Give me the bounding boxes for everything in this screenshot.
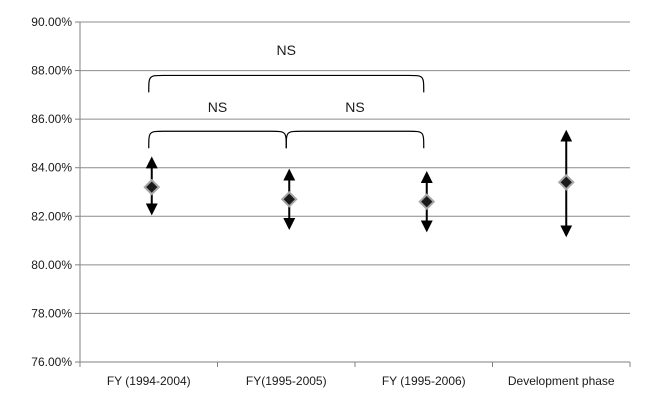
gridlines bbox=[80, 21, 630, 314]
data-point-marker bbox=[280, 190, 298, 208]
significance-bracket bbox=[148, 130, 287, 149]
y-axis-tick-labels: 76.00% 78.00% 80.00% 82.00% 84.00% 86.00% 88.0… bbox=[31, 15, 72, 369]
y-tick-label: 90.00% bbox=[31, 15, 72, 29]
x-axis-tick-labels: FY (1994-2004) FY(1995-2005) FY (1995-2006… bbox=[107, 374, 615, 388]
y-tick-label: 84.00% bbox=[31, 161, 72, 175]
significance-label: NS bbox=[208, 99, 227, 115]
y-tick-label: 78.00% bbox=[31, 306, 72, 320]
significance-label: NS bbox=[277, 42, 296, 58]
data-point-marker bbox=[143, 178, 161, 196]
significance-annotations: NS NS NS bbox=[148, 42, 425, 149]
significance-bracket bbox=[148, 74, 425, 93]
y-tick-label: 88.00% bbox=[31, 64, 72, 78]
x-tick-label: Development phase bbox=[508, 374, 615, 388]
significance-label: NS bbox=[345, 99, 364, 115]
y-tick-label: 86.00% bbox=[31, 112, 72, 126]
data-point-marker bbox=[557, 173, 575, 191]
data-marks bbox=[143, 129, 575, 238]
axes bbox=[75, 21, 631, 367]
data-point-marker bbox=[418, 193, 436, 211]
x-tick-label: FY(1995-2005) bbox=[246, 374, 327, 388]
x-tick-label: FY (1995-2006) bbox=[382, 374, 466, 388]
y-tick-label: 76.00% bbox=[31, 355, 72, 369]
y-tick-label: 82.00% bbox=[31, 209, 72, 223]
x-tick-label: FY (1994-2004) bbox=[107, 374, 191, 388]
significance-bracket bbox=[285, 130, 425, 149]
y-tick-label: 80.00% bbox=[31, 258, 72, 272]
